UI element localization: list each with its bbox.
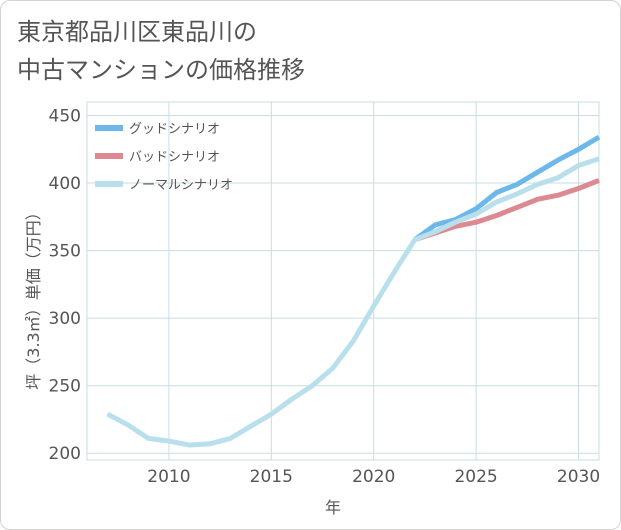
x-tick-label: 2020 <box>352 467 395 487</box>
x-tick-label: 2015 <box>250 467 293 487</box>
x-tick-label: 2010 <box>147 467 190 487</box>
chart-title-line-1: 東京都品川区東品川の <box>17 18 257 46</box>
series-line-normal <box>106 156 600 448</box>
x-tick-label: 2030 <box>557 467 600 487</box>
chart-title: 東京都品川区東品川の 中古マンションの価格推移 <box>17 13 437 89</box>
y-tick-label: 450 <box>49 107 81 127</box>
y-tick-label: 350 <box>49 242 81 262</box>
y-tick-label: 200 <box>49 444 81 464</box>
series-line-good <box>413 134 601 242</box>
y-tick-label: 250 <box>49 377 81 397</box>
plot-frame <box>86 101 600 461</box>
grid-lines <box>86 101 600 461</box>
y-tick-label: 300 <box>49 309 81 329</box>
y-tick-label: 400 <box>49 174 81 194</box>
legend-label-good: グッドシナリオ <box>129 122 220 137</box>
tick-labels: 2010 2015 2020 2025 2030 200 250 300 350 400 450 <box>49 107 601 487</box>
x-axis-label: 年 <box>325 498 341 517</box>
y-axis-label: 坪（3.3㎡）単価（万円） <box>24 204 43 389</box>
series-lines <box>106 134 601 448</box>
legend-label-bad: バッドシナリオ <box>129 150 220 165</box>
x-tick-label: 2025 <box>454 467 497 487</box>
legend-label-normal: ノーマルシナリオ <box>129 178 233 193</box>
chart-title-line-2: 中古マンションの価格推移 <box>17 56 305 84</box>
